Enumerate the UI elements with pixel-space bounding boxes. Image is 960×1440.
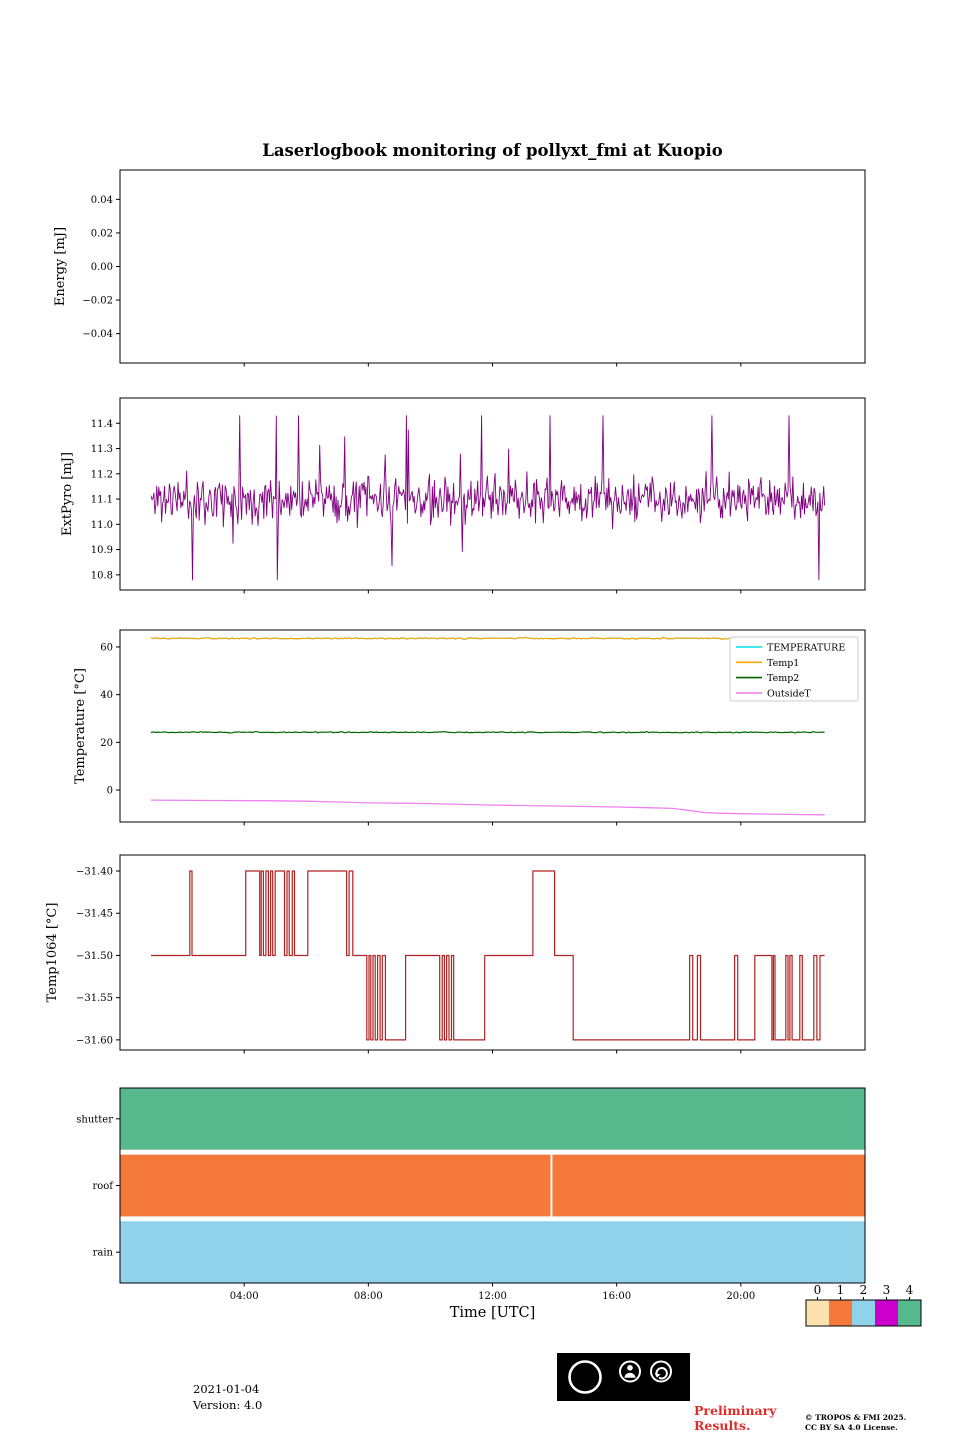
cc-badge-graphic: CC BY SA	[557, 1353, 690, 1401]
y-tick-label: −31.55	[76, 993, 113, 1004]
preliminary-results-note: Preliminary Results.	[694, 1403, 776, 1433]
cc-logo-text: CC	[575, 1371, 596, 1386]
y-tick-label: 0.04	[91, 195, 113, 206]
x-tick-label: 20:00	[726, 1291, 755, 1302]
y-axis-label: Energy [mJ]	[53, 227, 68, 306]
legend-label: TEMPERATURE	[767, 643, 845, 654]
status-row-label: shutter	[76, 1114, 113, 1125]
figure-title: Laserlogbook monitoring of pollyxt_fmi a…	[262, 141, 723, 160]
copyright-line1: © TROPOS & FMI 2025.	[805, 1413, 907, 1422]
y-tick-label: −0.02	[82, 296, 113, 307]
cc-by-person-icon	[619, 1360, 641, 1383]
y-axis-label: ExtPyro [mJ]	[60, 452, 75, 536]
cc-by-label: BY	[623, 1389, 637, 1399]
footer-date: 2021-01-04	[193, 1382, 260, 1396]
cc-sa-label: SA	[654, 1389, 668, 1399]
x-tick-label: 08:00	[354, 1291, 383, 1302]
preliminary-line1: Preliminary	[694, 1403, 777, 1418]
colorbar-tick-label: 4	[906, 1283, 914, 1297]
legend-label: Temp2	[767, 673, 799, 684]
copyright-note: © TROPOS & FMI 2025. CC BY SA 4.0 Licens…	[805, 1413, 906, 1432]
x-tick-label: 04:00	[230, 1291, 259, 1302]
colorbar-tick-label: 3	[883, 1283, 891, 1297]
colorbar-cell	[875, 1300, 898, 1326]
y-tick-label: 0.00	[91, 262, 113, 273]
y-tick-label: 0.02	[91, 228, 113, 239]
y-tick-label: 20	[100, 738, 113, 749]
colorbar-tick-label: 2	[860, 1283, 868, 1297]
y-tick-label: 11.0	[91, 520, 113, 531]
y-tick-label: 11.2	[91, 469, 113, 480]
y-tick-label: 11.4	[91, 419, 113, 430]
series-Temp1064	[151, 870, 825, 1041]
y-tick-label: −31.50	[76, 951, 113, 962]
copyright-line2: CC BY SA 4.0 License.	[805, 1422, 898, 1432]
colorbar-cell	[852, 1300, 875, 1326]
x-tick-label: 12:00	[478, 1291, 507, 1302]
y-tick-label: 60	[100, 642, 113, 653]
y-tick-label: 0	[107, 786, 113, 797]
series-Temp2	[150, 730, 825, 734]
y-tick-label: −31.60	[76, 1035, 113, 1046]
legend-label: OutsideT	[767, 688, 811, 699]
series-ExtPyro	[150, 415, 826, 581]
x-axis-label: Time [UTC]	[450, 1305, 536, 1321]
y-tick-label: 11.1	[91, 495, 113, 506]
colorbar-cell	[829, 1300, 852, 1326]
series-Temp1	[150, 636, 825, 640]
series-OutsideT	[150, 799, 825, 816]
status-bar-roof	[552, 1154, 865, 1217]
status-bar-rain	[120, 1221, 865, 1283]
status-bar-shutter	[120, 1088, 865, 1150]
y-tick-label: 10.8	[91, 570, 113, 581]
status-bar-roof	[120, 1154, 551, 1217]
y-tick-label: −31.40	[76, 867, 113, 878]
y-tick-label: 11.3	[91, 444, 113, 455]
colorbar-cell	[806, 1300, 829, 1326]
y-axis-label: Temp1064 [°C]	[45, 903, 60, 1003]
y-tick-label: −31.45	[76, 909, 113, 920]
colorbar-tick-label: 1	[837, 1283, 845, 1297]
cc-license-badge: CC BY SA	[557, 1353, 690, 1405]
footer-version: Version: 4.0	[193, 1398, 263, 1412]
cc-badge-background	[557, 1353, 690, 1401]
preliminary-line2: Results.	[694, 1418, 751, 1433]
status-row-label: roof	[92, 1181, 114, 1192]
y-axis-label: Temperature [°C]	[73, 668, 88, 784]
y-tick-label: −0.04	[82, 329, 113, 340]
cc-logo-circle	[568, 1360, 602, 1394]
y-tick-label: 10.9	[91, 545, 113, 556]
status-row-label: rain	[93, 1248, 114, 1259]
colorbar-cell	[898, 1300, 921, 1326]
x-tick-label: 16:00	[602, 1291, 631, 1302]
colorbar-tick-label: 0	[814, 1283, 822, 1297]
cc-sa-arrow-icon	[650, 1360, 672, 1383]
legend-label: Temp1	[767, 658, 799, 669]
y-tick-label: 40	[100, 690, 113, 701]
